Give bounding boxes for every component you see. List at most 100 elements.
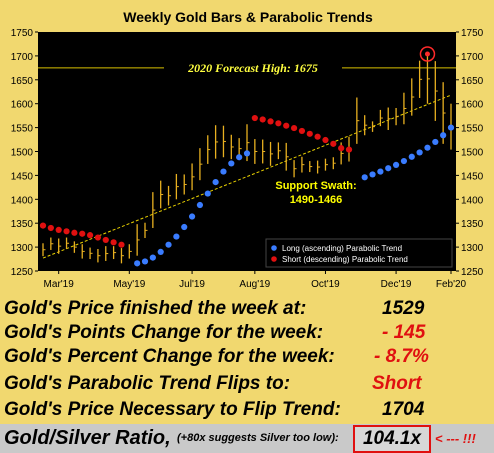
parabolic-point — [267, 118, 274, 125]
parabolic-point — [416, 149, 423, 156]
ratio-label: Gold/Silver Ratio, — [4, 427, 171, 449]
parabolic-point — [275, 120, 282, 127]
y-tick-label: 1550 — [461, 124, 484, 135]
x-tick-label: May'19 — [113, 279, 145, 290]
stat-value: Short — [372, 373, 422, 394]
ratio-note: (+80x suggests Silver too low): — [177, 432, 339, 444]
parabolic-point — [424, 144, 431, 151]
parabolic-point — [392, 161, 400, 168]
ratio-value-box: 104.1x — [353, 425, 431, 453]
x-tick-label: Feb'20 — [436, 279, 467, 290]
ratio-arrow: < --- !!! — [435, 431, 476, 446]
gold-silver-ratio-band: Gold/Silver Ratio, (+80x suggests Silver… — [0, 424, 494, 453]
stat-row-flip-price: Gold's Price Necessary to Flip Trend: 17… — [0, 399, 494, 423]
parabolic-point — [79, 230, 86, 237]
y-tick-label: 1600 — [11, 100, 34, 111]
x-tick-label: Aug'19 — [239, 279, 270, 290]
stat-row-percent-change: Gold's Percent Change for the week: - 8.… — [0, 346, 494, 370]
x-tick-label: Mar'19 — [44, 279, 75, 290]
y-tick-label: 1400 — [11, 195, 34, 206]
y-tick-label: 1450 — [11, 171, 34, 182]
parabolic-point — [110, 239, 117, 246]
parabolic-point — [408, 153, 415, 160]
support-swath-range: 1490-1466 — [290, 194, 343, 206]
legend-marker — [271, 245, 277, 251]
trend-line — [42, 94, 452, 259]
stat-label: Gold's Points Change for the week: — [4, 322, 324, 343]
parabolic-point — [314, 133, 321, 140]
parabolic-point — [243, 150, 251, 157]
parabolic-point — [306, 130, 313, 137]
stat-value: - 145 — [382, 322, 426, 343]
parabolic-point — [94, 234, 102, 241]
legend-box — [265, 238, 453, 268]
y-tick-label: 1750 — [461, 28, 484, 39]
parabolic-point — [432, 138, 439, 146]
parabolic-point — [173, 233, 180, 240]
flip-price-marker — [419, 46, 436, 62]
parabolic-point — [157, 248, 164, 255]
parabolic-point — [55, 226, 62, 233]
parabolic-point — [330, 140, 337, 147]
parabolic-point — [345, 146, 353, 153]
stat-value: 1529 — [382, 298, 425, 319]
parabolic-point — [361, 174, 368, 181]
y-tick-label: 1300 — [11, 243, 34, 254]
parabolic-point — [71, 229, 78, 236]
parabolic-point — [181, 223, 188, 231]
parabolic-point — [298, 127, 306, 135]
y-tick-label: 1700 — [11, 52, 34, 63]
stat-label: Gold's Price Necessary to Flip Trend: — [4, 399, 341, 420]
y-tick-label: 1650 — [461, 76, 484, 87]
y-tick-label: 1350 — [11, 219, 34, 230]
y-tick-label: 1250 — [461, 267, 484, 278]
parabolic-point — [134, 260, 141, 267]
y-tick-label: 1650 — [11, 76, 34, 87]
stat-row-price: Gold's Price finished the week at: 1529 — [0, 298, 494, 322]
parabolic-point — [251, 114, 258, 122]
forecast-label-bg — [164, 59, 342, 76]
parabolic-point — [63, 228, 70, 235]
support-swath-label: Support Swath: — [275, 180, 356, 192]
x-tick-label: Dec'19 — [381, 279, 412, 290]
parabolic-point — [236, 154, 243, 161]
y-tick-label: 1750 — [11, 28, 34, 39]
stat-row-trend-flip: Gold's Parabolic Trend Flips to: Short — [0, 373, 494, 397]
parabolic-point — [220, 168, 227, 175]
stat-row-points-change: Gold's Points Change for the week: - 145 — [0, 322, 494, 346]
legend-marker — [271, 256, 277, 262]
x-tick-label: Oct'19 — [311, 279, 340, 290]
parabolic-point — [39, 222, 47, 229]
parabolic-point — [447, 124, 455, 131]
parabolic-point — [118, 241, 125, 248]
y-tick-label: 1300 — [461, 243, 484, 254]
chart-title: Weekly Gold Bars & Parabolic Trends — [123, 9, 373, 25]
stat-value: - 8.7% — [374, 346, 429, 367]
parabolic-point — [188, 213, 196, 220]
parabolic-point — [338, 145, 345, 152]
parabolic-point — [385, 165, 392, 172]
parabolic-point — [369, 171, 376, 178]
parabolic-point — [283, 122, 290, 129]
parabolic-point — [86, 232, 94, 239]
y-tick-label: 1700 — [461, 52, 484, 63]
parabolic-point — [400, 157, 408, 165]
y-tick-label: 1400 — [461, 195, 484, 206]
y-tick-label: 1250 — [11, 267, 34, 278]
parabolic-point — [47, 224, 54, 232]
gold-chart: Weekly Gold Bars & Parabolic Trends 1250… — [10, 9, 484, 290]
parabolic-point — [149, 254, 156, 261]
legend-label: Long (ascending) Parabolic Trend — [282, 244, 402, 253]
legend-label: Short (descending) Parabolic Trend — [282, 255, 408, 264]
stat-value: 1704 — [382, 399, 425, 420]
parabolic-point — [165, 241, 172, 248]
parabolic-point — [290, 124, 298, 132]
parabolic-point — [228, 160, 235, 167]
stat-label: Gold's Parabolic Trend Flips to: — [4, 373, 291, 394]
parabolic-point — [259, 116, 266, 123]
y-tick-label: 1600 — [461, 100, 484, 111]
parabolic-point — [102, 236, 109, 244]
stat-label: Gold's Percent Change for the week: — [4, 346, 335, 367]
y-tick-label: 1500 — [461, 148, 484, 159]
parabolic-point — [141, 258, 149, 265]
